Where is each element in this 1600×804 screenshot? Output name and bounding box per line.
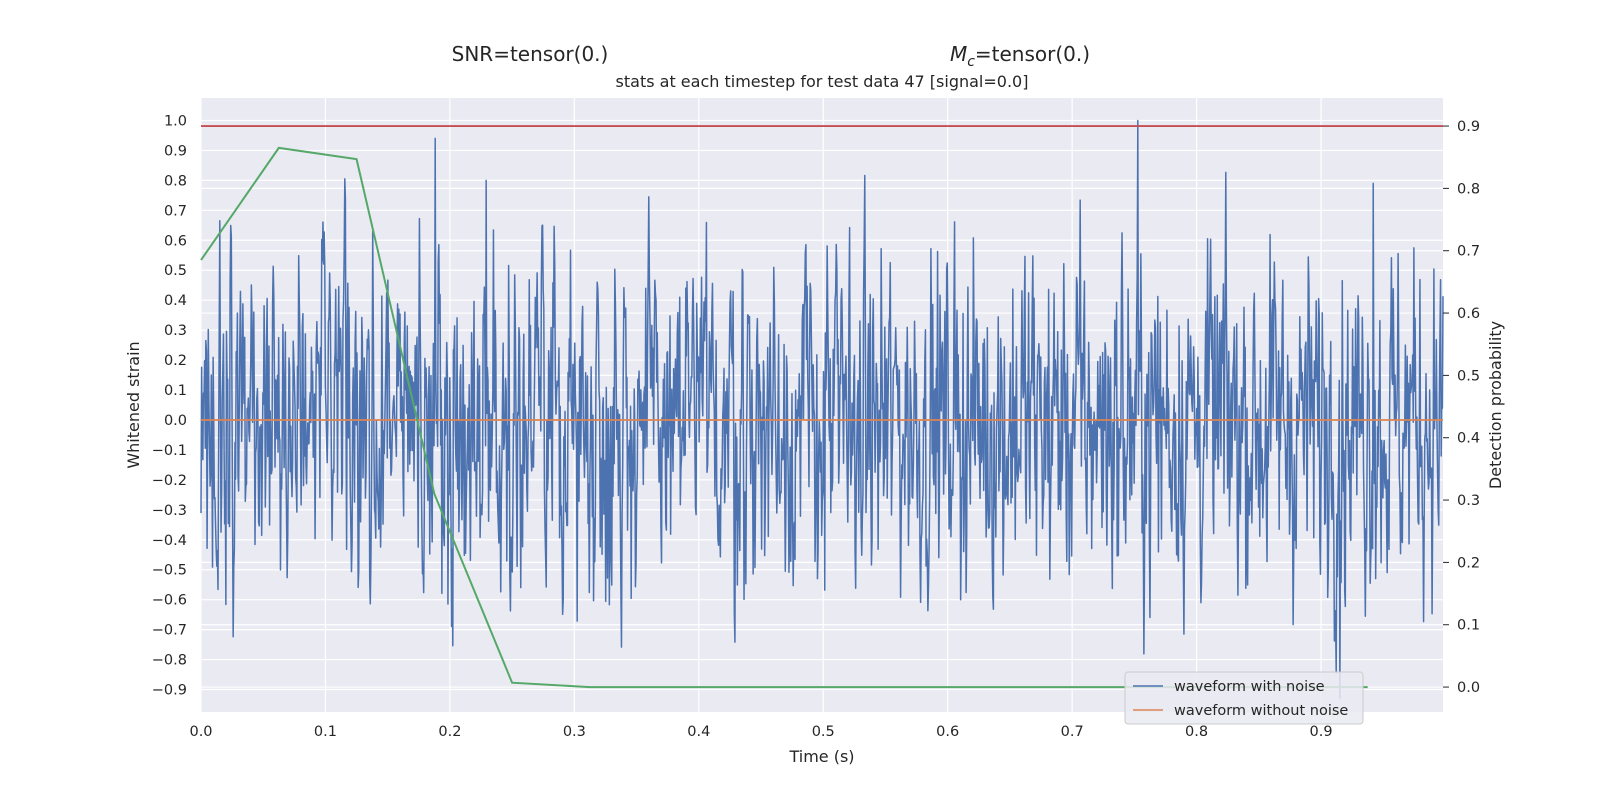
y-tick-label-left: 1.0 (164, 113, 187, 129)
y-tick-label-right: 0.4 (1457, 431, 1480, 447)
y-tick-label-left: −0.6 (152, 593, 187, 609)
series-line-noisy (200, 119, 1444, 700)
chart-title: stats at each timestep for test data 47 … (616, 72, 1029, 91)
y-tick-label-left: −0.8 (152, 653, 187, 669)
y-tick-label-left: −0.2 (152, 473, 187, 489)
y-tick-label-right: 0.3 (1457, 493, 1480, 509)
legend-label-noisy: waveform with noise (1174, 679, 1325, 695)
y-tick-label-left: 0.6 (164, 233, 187, 249)
y-tick-label-left: 0.5 (164, 263, 187, 279)
suptitle-chirp-mass: Mc=tensor(0.) (950, 42, 1090, 70)
axes: 0.0 0.1 0.2 0.3 0.4 0.5 0.6 0.7 0.8 0.9 1.0 0.9 0.8 0… (152, 113, 1480, 740)
y-tick-label-left: −0.5 (152, 563, 187, 579)
x-axis-label: Time (s) (788, 747, 854, 766)
x-tick-label: 0.5 (812, 724, 835, 740)
y-tick-label-right: 0.2 (1457, 555, 1480, 571)
x-tick-label: 0.2 (438, 724, 461, 740)
y-tick-label-right: 0.6 (1457, 306, 1480, 322)
x-tick-label: 0.9 (1310, 724, 1333, 740)
y-tick-label-right: 0.7 (1457, 244, 1480, 260)
x-tick-label: 0.7 (1061, 724, 1084, 740)
y-tick-label-left: 0.0 (164, 413, 187, 429)
y-tick-label-left: 0.9 (164, 143, 187, 159)
y-tick-label-left: 0.1 (164, 383, 187, 399)
y-axis-label-left: Whitened strain (124, 341, 143, 468)
y-tick-label-right: 0.0 (1457, 680, 1480, 696)
legend-box (1124, 671, 1364, 725)
x-tick-label: 0.1 (314, 724, 337, 740)
chirp-mass-symbol: M (950, 42, 967, 66)
x-tick-label: 0.6 (936, 724, 959, 740)
y-axis-label-right: Detection probability (1486, 321, 1505, 489)
chirp-mass-value: =tensor(0.) (975, 42, 1090, 66)
y-tick-label-left: 0.4 (164, 293, 187, 309)
y-tick-label-right: 0.9 (1457, 119, 1480, 135)
suptitle-snr: SNR=tensor(0.) (452, 42, 609, 66)
y-tick-label-left: −0.7 (152, 623, 187, 639)
legend-label-clean: waveform without noise (1174, 703, 1348, 719)
y-tick-label-left: 0.8 (164, 173, 187, 189)
y-tick-label-left: −0.1 (152, 443, 187, 459)
y-tick-label-left: 0.7 (164, 203, 187, 219)
y-tick-label-right: 0.5 (1457, 368, 1480, 384)
legend: waveform with noise waveform without noi… (1124, 671, 1364, 725)
y-tick-label-right: 0.1 (1457, 618, 1480, 634)
x-tick-label: 0.8 (1185, 724, 1208, 740)
y-tick-label-right: 0.8 (1457, 181, 1480, 197)
x-tick-label: 0.3 (563, 724, 586, 740)
y-tick-label-left: −0.3 (152, 503, 187, 519)
chirp-mass-subscript: c (967, 54, 975, 70)
y-tick-label-left: −0.9 (152, 683, 187, 699)
y-tick-label-left: −0.4 (152, 533, 187, 549)
x-tick-label: 0.0 (189, 724, 212, 740)
y-tick-label-left: 0.3 (164, 323, 187, 339)
x-tick-label: 0.4 (687, 724, 710, 740)
y-tick-label-left: 0.2 (164, 353, 187, 369)
